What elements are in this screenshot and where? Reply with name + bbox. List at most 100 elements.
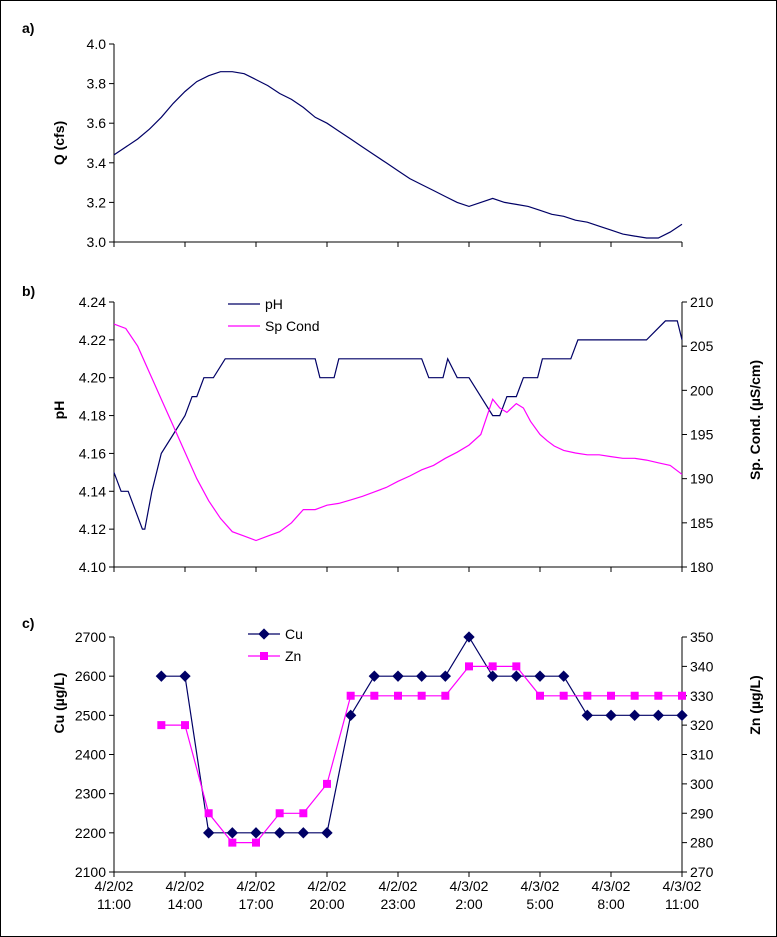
x-tick-label-8-time: 11:00 — [665, 896, 699, 912]
panel-c-zn-point — [583, 691, 592, 700]
panel-c-zn-point — [370, 691, 379, 700]
x-tick-label-0-time: 11:00 — [97, 896, 131, 912]
x-tick-label-3: 4/2/02 20:00 — [308, 878, 347, 912]
panel-c-cu-point — [297, 827, 309, 839]
x-tick-label-2-date: 4/2/02 — [237, 878, 276, 894]
panel-c-zn-point — [252, 838, 260, 847]
panel-c-series-cu-line — [161, 635, 682, 834]
x-tick-label-0-date: 4/2/02 — [95, 878, 134, 894]
panel-c-zn-point — [630, 691, 639, 700]
panel-c-cu-point — [392, 670, 404, 682]
x-tick-label-4: 4/2/02 23:00 — [379, 878, 418, 912]
panel-c-zn-point — [157, 721, 166, 730]
x-tick-label-6-date: 4/3/02 — [521, 878, 560, 894]
panel-c-y-tick-label: 2700 — [75, 629, 106, 645]
panel-c-zn-point — [488, 662, 497, 671]
panel-c-cu-point — [629, 709, 641, 721]
x-tick-label-2-time: 17:00 — [238, 896, 273, 912]
x-tick-label-4-date: 4/2/02 — [379, 878, 418, 894]
panel-c-zn-point — [441, 691, 450, 700]
panel-c-zn-point — [181, 721, 189, 730]
panel-a-y-tick-label: 3.6 — [87, 115, 107, 131]
panel-c-y-tick-label: 2500 — [75, 707, 106, 723]
panel-b-y-tick-label: 4.20 — [79, 370, 106, 386]
panel-c-zn-point — [654, 691, 663, 700]
panel-c-cu-point — [558, 670, 570, 682]
panel-c-zn-point — [678, 691, 686, 700]
panel-label-a: a) — [22, 20, 34, 36]
panel-c-cu-point — [605, 709, 617, 721]
panel-c-cu-point — [226, 827, 238, 839]
panel-a-series-0-line — [113, 71, 683, 239]
panel-c-cu-point — [274, 827, 286, 839]
panel-b-y-tick-label: 4.22 — [79, 332, 106, 348]
legend-marker-zn — [260, 652, 268, 660]
x-tick-label-1-time: 14:00 — [167, 896, 202, 912]
panel-b-y2-tick-label: 195 — [690, 427, 714, 443]
panel-a-y-tick-label: 3.8 — [87, 76, 107, 92]
panel-a-y-tick-label: 3.4 — [87, 155, 107, 171]
panel-c-y2-tick-label: 320 — [690, 717, 714, 733]
legend-label-zn: Zn — [285, 648, 301, 664]
panel-c-zn-point — [204, 809, 213, 818]
panel-c-y2-axis-label: Zn (µg/L) — [747, 675, 763, 734]
x-tick-label-8: 4/3/02 11:00 — [663, 878, 702, 912]
panel-c-cu-point — [368, 670, 380, 682]
chart-marks: 3.0 3.2 3.4 3.6 3.8 4.0 4.10 4.12 4.14 4.16 4.18 4.… — [75, 36, 714, 880]
panel-c-y2-tick-label: 340 — [690, 658, 714, 674]
panel-c-y2-tick-label: 270 — [690, 864, 714, 880]
panel-a-y-axis-label: Q (cfs) — [51, 121, 67, 165]
x-tick-label-5-time: 2:00 — [455, 896, 482, 912]
panel-c-cu-point — [321, 827, 333, 839]
panel-c-y2-tick-label: 300 — [690, 776, 714, 792]
panel-label-b: b) — [22, 283, 35, 299]
panel-c-cu-point — [439, 670, 451, 682]
x-tick-label-7-date: 4/3/02 — [592, 878, 631, 894]
x-tick-label-4-time: 23:00 — [380, 896, 415, 912]
x-tick-label-3-time: 20:00 — [309, 896, 344, 912]
panel-b-y2-tick-label: 180 — [690, 559, 714, 575]
x-tick-label-1-date: 4/2/02 — [166, 878, 205, 894]
x-tick-label-5: 4/3/02 2:00 — [450, 878, 489, 912]
panel-b-legend: pH Sp Cond — [228, 296, 319, 334]
panel-c-zn-point — [559, 691, 568, 700]
panel-c-cu-point — [487, 670, 499, 682]
panel-b-series-sp-cond-line — [113, 323, 683, 542]
panel-c-zn-point — [299, 809, 308, 818]
panel-b-y2-tick-label: 185 — [690, 515, 714, 531]
legend-label-ph: pH — [265, 296, 283, 312]
panel-c-cu-point — [203, 827, 215, 839]
panel-b-y2-tick-label: 200 — [690, 382, 714, 398]
panel-b-y-tick-label: 4.24 — [79, 294, 106, 310]
panel-c-y-axis-label: Cu (µg/L) — [51, 673, 67, 734]
panel-c-y2-tick-label: 280 — [690, 835, 714, 851]
panel-c-zn-point — [323, 779, 331, 788]
panel-c-y2-tick-label: 290 — [690, 805, 714, 821]
panel-c-zn-point — [536, 691, 544, 700]
x-tick-label-8-date: 4/3/02 — [663, 878, 702, 894]
x-tick-label-7-time: 8:00 — [597, 896, 624, 912]
panel-c-cu-point — [676, 709, 688, 721]
panel-b-y2-tick-label: 205 — [690, 338, 714, 354]
panel-b-y2-tick-label: 210 — [690, 294, 714, 310]
panel-b-y-tick-label: 4.12 — [79, 521, 106, 537]
panel-label-c: c) — [22, 615, 34, 631]
panel-c-cu-point — [652, 709, 664, 721]
x-tick-label-5-date: 4/3/02 — [450, 878, 489, 894]
panel-c-zn-point — [417, 691, 426, 700]
panel-c-zn-point — [346, 691, 355, 700]
panel-c-y-tick-label: 2100 — [75, 864, 106, 880]
panel-c-cu-point — [155, 670, 167, 682]
x-tick-label-3-date: 4/2/02 — [308, 878, 347, 894]
x-tick-label-0: 4/2/02 11:00 — [95, 878, 134, 912]
panel-c-y-tick-label: 2600 — [75, 668, 106, 684]
panel-c-cu-point — [534, 670, 546, 682]
panel-b-y-tick-label: 4.18 — [79, 408, 106, 424]
panel-b-y-tick-label: 4.16 — [79, 445, 106, 461]
x-tick-label-7: 4/3/02 8:00 — [592, 878, 631, 912]
panel-b-y2-tick-label: 190 — [690, 471, 714, 487]
legend-label-spcond: Sp Cond — [265, 318, 319, 334]
panel-c-cu-point — [510, 670, 522, 682]
